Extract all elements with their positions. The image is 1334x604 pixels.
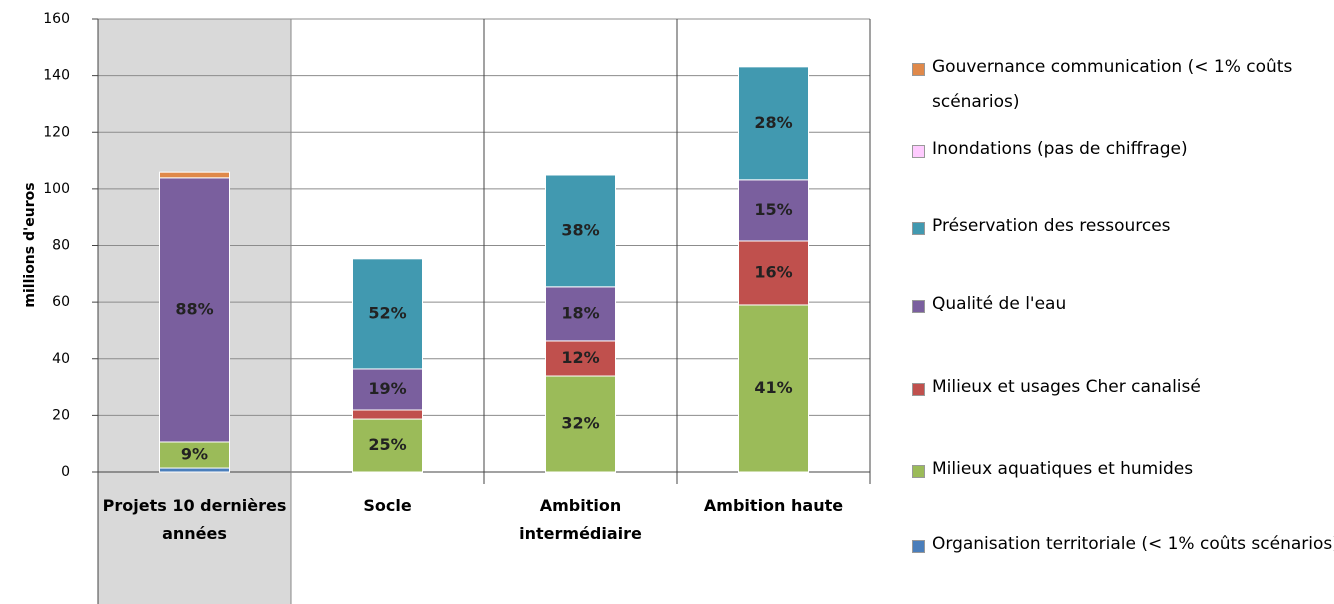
bar-segment [159,441,230,469]
y-tick-label: 120 [43,124,70,140]
y-tick-label: 160 [43,11,70,27]
x-tick-label: Ambition haute [703,496,844,515]
bar-segment [159,177,230,443]
y-tick-label: 40 [52,351,70,367]
y-tick-label: 140 [43,68,70,84]
bar-segment [352,418,423,473]
value-label: 15% [754,200,792,219]
value-label: 16% [754,262,792,281]
x-tick-label: Ambition intermédiaire [519,496,642,543]
bar-segment [545,286,616,342]
legend-swatch [912,63,925,76]
bar-segment [738,304,809,473]
value-label: 19% [368,379,406,398]
value-label: 18% [561,303,599,322]
value-label: 88% [175,299,213,318]
legend-entry: Préservation des ressources [912,209,1334,244]
value-label: 28% [754,113,792,132]
value-label: 41% [754,378,792,397]
legend-entry: Inondations (pas de chiffrage) [912,132,1334,167]
bar-segment [738,179,809,242]
legend-swatch [912,465,925,478]
legend-entry: Milieux et usages Cher canalisé [912,370,1334,405]
x-tick-label: Socle [363,496,412,515]
y-tick-label: 100 [43,181,70,197]
bar-segment [159,467,230,473]
bar-segment [545,174,616,288]
y-tick-label: 20 [52,407,70,423]
bar-segment [545,375,616,473]
y-tick-label: 80 [52,238,70,254]
value-label: 38% [561,220,599,239]
legend-entry: Gouvernance communication (< 1% coûts sc… [912,50,1334,120]
legend-swatch [912,540,925,553]
bar-segment [738,240,809,306]
legend-swatch [912,145,925,158]
y-axis-label: millions d'euros [22,182,38,307]
legend-entry: Milieux aquatiques et humides [912,452,1334,487]
y-tick-label: 0 [61,464,70,480]
value-label: 52% [368,303,406,322]
bar-segment [738,66,809,181]
value-label: 9% [181,445,208,464]
y-tick-label: 60 [52,294,70,310]
bar-segment [159,171,230,179]
legend-swatch [912,222,925,235]
bar-segment [352,368,423,411]
legend-entry: Organisation territoriale (< 1% coûts sc… [912,527,1334,562]
legend-entry: Qualité de l'eau [912,287,1334,322]
x-tick-label: Projets 10 dernières années [102,496,287,543]
legend-swatch [912,300,925,313]
bar-segment [545,340,616,377]
legend-swatch [912,383,925,396]
bar-segment [352,409,423,420]
bar-segment [352,258,423,370]
value-label: 32% [561,414,599,433]
value-label: 25% [368,435,406,454]
value-label: 12% [561,348,599,367]
